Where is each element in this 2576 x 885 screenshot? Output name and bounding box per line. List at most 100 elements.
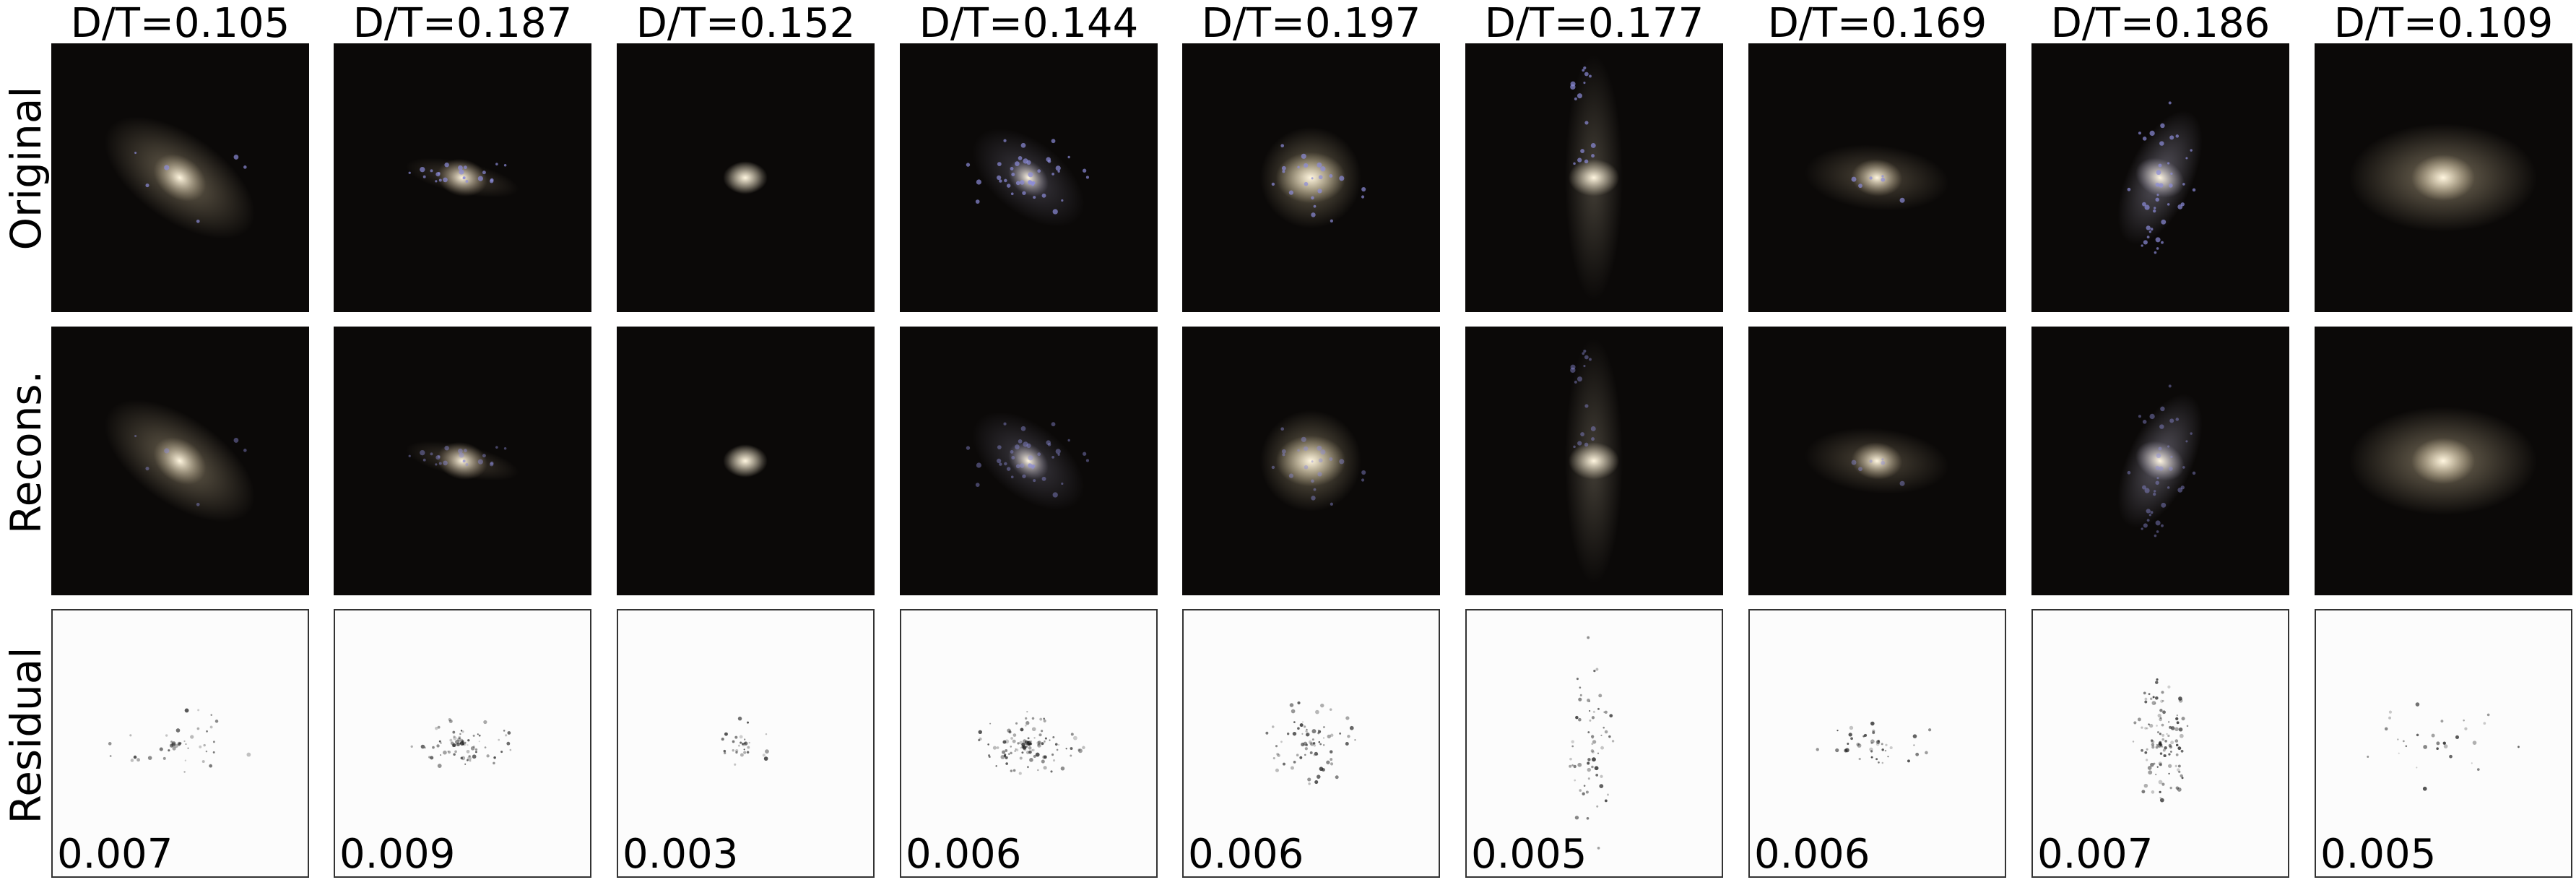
star-forming-clump [2155,237,2161,243]
residual-speck [744,738,746,741]
residual-speck [1590,749,1595,753]
residual-speck [183,740,186,743]
residual-speck [1010,769,1013,772]
residual-speck [1870,739,1875,744]
residual-speck [472,754,477,759]
residual-speck [2141,748,2143,752]
residual-speck [1031,727,1036,732]
residual-speck [2455,735,2460,739]
star-forming-clump [975,199,980,204]
galaxy-core [723,161,768,194]
residual-speck [1033,754,1036,759]
star-forming-clump [1584,355,1589,360]
residual-speck [1604,799,1608,803]
star-forming-clump [1318,458,1323,463]
star-forming-clump [134,435,137,438]
star-forming-clump [1311,479,1314,483]
residual-speck [1595,773,1599,777]
residual-image: 0.007 [2031,609,2289,878]
residual-speck [453,753,456,756]
residual-speck [1070,754,1072,757]
star-forming-clump [2190,149,2193,152]
residual-speck [989,722,992,725]
residual-speck [1599,784,1604,789]
residual-speck [1044,740,1046,743]
residual-speck [1849,725,1854,730]
residual-speck [1569,757,1572,761]
star-forming-clump [1583,82,1586,85]
residual-speck [1305,733,1309,737]
star-forming-clump [145,183,149,188]
residual-speck [2388,716,2392,720]
residual-speck [209,764,213,768]
residual-speck [2398,752,2400,754]
residual-speck [448,719,453,723]
star-forming-clump [2149,130,2155,137]
star-forming-clump [999,462,1002,466]
star-forming-clump [1052,492,1058,498]
residual-speck [1591,765,1594,769]
residual-speck [469,759,472,762]
star-forming-clump [444,445,449,451]
star-forming-clump [1282,453,1285,457]
residual-speck [420,744,425,749]
residual-speck [2151,740,2155,744]
star-forming-clump [462,459,466,462]
star-forming-clump [465,180,469,183]
residual-speck [2143,783,2148,788]
residual-speck [1571,764,1574,767]
star-forming-clump [999,179,1002,183]
star-forming-clump [2156,453,2161,459]
residual-speck [1311,729,1317,734]
residual-speck [2483,722,2486,725]
residual-speck [2132,741,2135,743]
star-forming-clump [430,169,433,173]
residual-speck [1579,789,1582,792]
residual-speck [1318,741,1321,743]
residual-speck [1347,735,1350,738]
star-forming-clump [2146,509,2151,514]
residual-speck [2388,710,2393,714]
star-forming-clump [1584,404,1589,408]
star-forming-clump [489,462,494,467]
star-forming-clump [1570,367,1576,374]
galaxy-core [1851,159,1903,197]
residual-speck [2176,714,2178,717]
residual-speck [1283,762,1285,766]
residual-speck [175,728,181,733]
residual-speck [747,746,750,749]
residual-image: 0.009 [334,609,591,878]
residual-speck [2181,717,2185,721]
galaxy-image-reconstruction [51,327,309,595]
star-forming-clump [2155,197,2159,202]
residual-speck [1023,739,1027,743]
residual-speck [1585,790,1589,794]
residual-speck [1026,711,1028,713]
residual-speck [197,709,200,712]
star-forming-clump [1869,176,1873,180]
residual-speck [2146,727,2148,730]
residual-speck [743,751,747,754]
residual-speck [212,751,215,754]
residual-value: 0.007 [2037,831,2154,878]
residual-speck [449,738,453,742]
residual-image: 0.006 [1748,609,2006,878]
residual-value: 0.006 [1754,831,1870,878]
residual-speck [438,740,441,743]
residual-speck [1002,750,1006,754]
star-forming-clump [2142,137,2147,141]
star-forming-clump [1022,191,1026,195]
residual-value: 0.006 [906,831,1022,878]
star-forming-clump [1271,182,1275,186]
residual-speck [2159,790,2161,793]
star-forming-clump [996,175,1002,181]
star-forming-clump [1061,199,1064,202]
residual-speck [460,730,463,732]
residual-speck [2147,766,2152,770]
star-forming-clump [2159,466,2164,471]
residual-speck [2145,759,2148,761]
galaxy-core [723,444,768,478]
residual-speck [1305,743,1309,746]
residual-speck [1041,759,1045,764]
residual-speck [2486,713,2490,717]
